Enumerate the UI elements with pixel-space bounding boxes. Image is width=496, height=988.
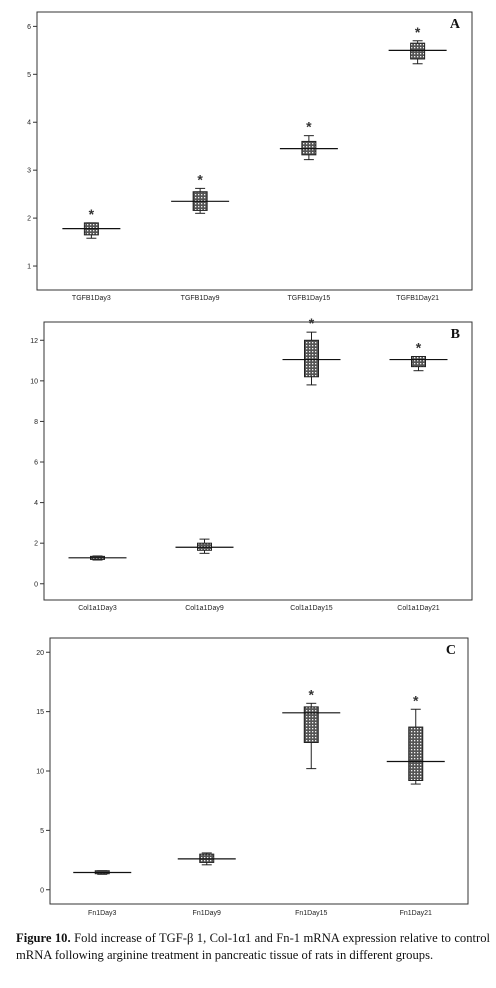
significance-star: * [416, 339, 422, 355]
y-tick-label: 4 [27, 120, 31, 127]
y-tick-label: 15 [36, 709, 44, 716]
significance-star: * [306, 119, 312, 135]
significance-star: * [415, 24, 421, 40]
chart-panel-b: 0 2 4 6 8 10 12 B Col1a1Day3 Col1a1Day9 * Col1a1Day… [30, 318, 473, 612]
y-tick-label: 6 [34, 460, 38, 467]
plot-frame [43, 321, 473, 601]
x-tick-label: Fn1Day15 [295, 910, 327, 917]
x-tick-label: Fn1Day3 [88, 910, 117, 917]
y-tick-label: 1 [27, 264, 31, 271]
x-tick-label: Fn1Day9 [193, 910, 222, 917]
chart-panel-a: 1 2 3 4 5 6 A * TGFB1Day3 * TGFB1Day9 * TGFB1Day15 * T… [27, 11, 473, 302]
significance-star: * [197, 171, 203, 187]
y-tick-label: 10 [30, 378, 38, 385]
box [411, 355, 426, 368]
box [304, 339, 319, 378]
panel-label: C [446, 643, 456, 658]
box [408, 726, 424, 781]
significance-star: * [309, 686, 315, 702]
y-tick-label: 12 [30, 338, 38, 345]
panel-label: B [451, 327, 460, 342]
y-tick-label: 20 [36, 650, 44, 657]
figure-caption: Figure 10. Fold increase of TGF-β 1, Col… [16, 930, 490, 963]
plot-frame [49, 637, 469, 905]
x-tick-label: TGFB1Day3 [72, 295, 111, 302]
y-tick-label: 8 [34, 419, 38, 426]
y-tick-label: 4 [34, 500, 38, 507]
figure-caption-label: Figure 10. [16, 931, 71, 945]
y-tick-label: 5 [27, 72, 31, 79]
y-tick-label: 2 [27, 216, 31, 223]
y-tick-label: 0 [40, 887, 44, 894]
significance-star: * [413, 692, 419, 708]
panel-label: A [450, 17, 461, 32]
y-tick-label: 0 [34, 581, 38, 588]
y-tick-label: 2 [34, 541, 38, 548]
x-tick-label: TGFB1Day9 [181, 295, 220, 302]
box [410, 42, 426, 60]
y-tick-label: 5 [40, 828, 44, 835]
significance-star: * [309, 318, 315, 331]
plot-frame [36, 11, 473, 291]
box [303, 706, 319, 743]
x-tick-label: Fn1Day21 [400, 910, 432, 917]
x-tick-label: Col1a1Day9 [185, 605, 224, 612]
significance-star: * [89, 206, 95, 222]
x-tick-label: Col1a1Day15 [290, 605, 333, 612]
y-tick-label: 6 [27, 24, 31, 31]
x-tick-label: TGFB1Day15 [287, 295, 330, 302]
x-tick-label: TGFB1Day21 [396, 295, 439, 302]
y-tick-label: 3 [27, 168, 31, 175]
chart-panel-c: 0 5 10 15 20 C Fn1Day3 Fn1Day9 * Fn1Day15 * Fn1Day2… [36, 637, 469, 917]
y-tick-label: 10 [36, 769, 44, 776]
x-tick-label: Col1a1Day3 [78, 605, 117, 612]
figure-caption-text: Fold increase of TGF-β 1, Col-1α1 and Fn… [16, 931, 490, 962]
x-tick-label: Col1a1Day21 [397, 605, 440, 612]
